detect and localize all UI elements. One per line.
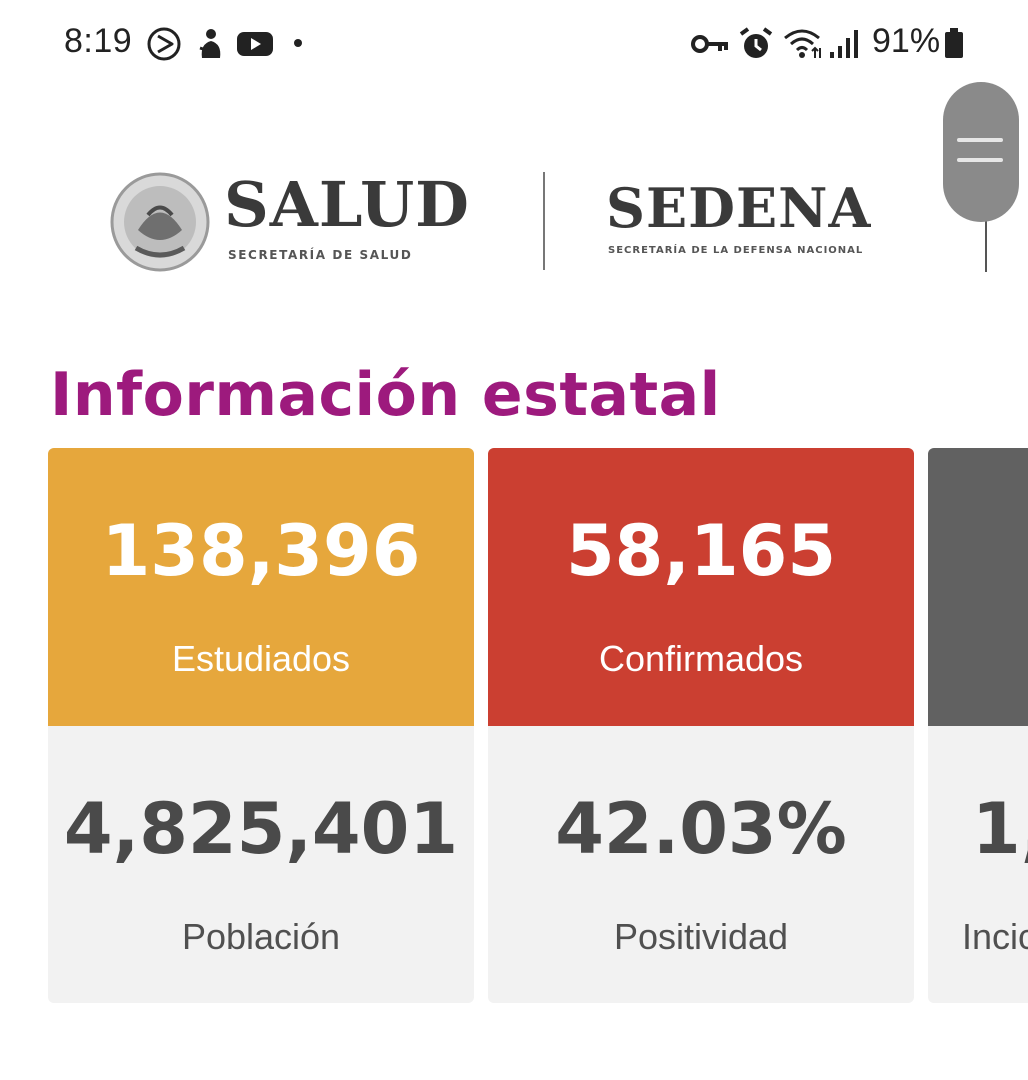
card-bottom: 1, Incic [928,448,1028,1003]
sedena-logo-title: SEDENA [606,176,872,240]
card-top-label: Estudiados [171,638,351,679]
card-bottom: 42.03% Positividad [488,448,914,1003]
signal-icon [828,26,862,67]
card-top: 58,165 Confirmados [488,448,914,726]
notification-icon [196,26,226,67]
salud-logo-title: SALUD [224,168,470,241]
card-bottom: 4,825,401 Población [48,448,474,1003]
stat-card-estudiados: 138,396 Estudiados 4,825,401 Población [48,448,474,1003]
media-play-icon [146,26,182,67]
youtube-icon [236,26,274,67]
dot-icon [292,36,304,54]
wifi-icon [782,26,824,67]
mexico-seal-logo [108,170,212,274]
menu-handle-stem [985,176,987,272]
hamburger-icon [957,138,1003,142]
card-bottom-value: 42.03% [555,788,847,870]
card-bottom-label: Incic [962,916,1028,957]
battery-percent: 91% [872,22,941,60]
card-top: 138,396 Estudiados [48,448,474,726]
status-time: 8:19 [64,22,133,60]
salud-logo-subtitle: SECRETARÍA DE SALUD [228,248,413,262]
logo-divider [543,172,545,270]
battery-icon [944,26,964,65]
status-bar: 8:19 [0,0,1028,90]
card-bottom-label: Población [181,916,341,957]
stat-card-incidencia: 1, Incic [928,448,1028,1003]
card-top [928,448,1028,726]
alarm-icon [738,26,774,67]
card-top-label: Confirmados [598,638,804,679]
card-top-value: 138,396 [101,510,421,592]
sedena-logo-subtitle: SECRETARÍA DE LA DEFENSA NACIONAL [608,245,864,256]
menu-button[interactable] [943,82,1019,222]
card-bottom-value: 1, [972,788,1028,870]
card-bottom-value: 4,825,401 [63,788,459,870]
hamburger-icon-line [957,158,1003,162]
card-bottom-label: Positividad [613,916,789,957]
stat-card-confirmados: 58,165 Confirmados 42.03% Positividad [488,448,914,1003]
section-title: Información estatal [50,360,721,430]
vpn-key-icon [690,26,730,67]
card-top-value: 58,165 [565,510,837,592]
